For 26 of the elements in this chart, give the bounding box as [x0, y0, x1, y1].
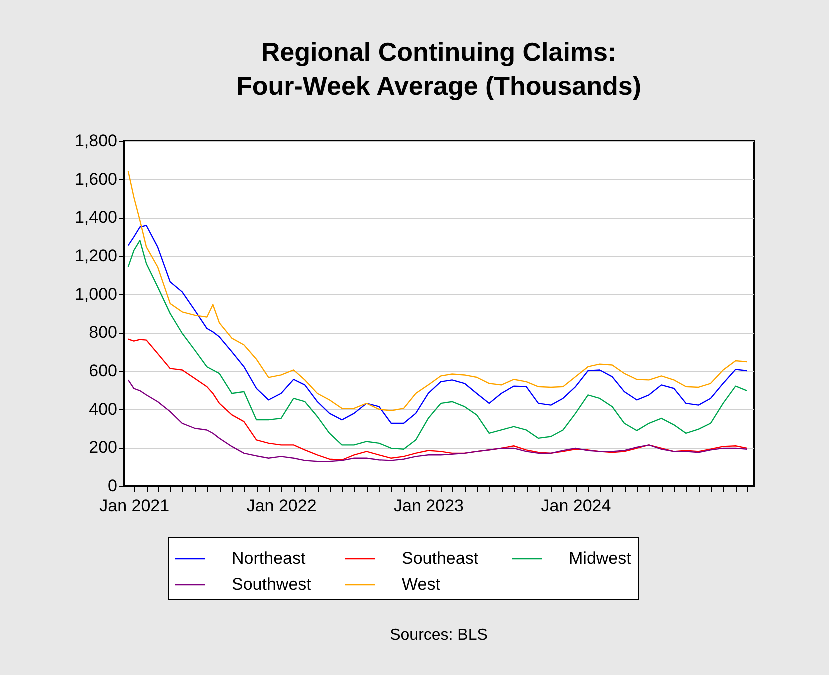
x-tick-label: Jan 2022 — [246, 496, 317, 516]
legend-label: Southwest — [232, 575, 312, 594]
legend-label: Northeast — [232, 549, 306, 568]
y-tick-label: 1,000 — [74, 284, 118, 304]
line-series — [128, 338, 748, 461]
chart-title: Regional Continuing Claims: Four-Week Average (Thousands) — [236, 37, 642, 101]
y-tick-label: 1,800 — [74, 132, 118, 150]
line-series — [128, 170, 748, 412]
line-series — [128, 240, 748, 450]
x-tick-label: Jan 2024 — [541, 496, 612, 516]
source-note: Sources: BLS — [390, 627, 488, 644]
y-tick-label: 400 — [89, 400, 118, 419]
y-tick-label: 1,400 — [74, 208, 118, 228]
legend-label: West — [402, 575, 441, 594]
legend-label: Midwest — [569, 549, 632, 568]
line-series — [128, 225, 748, 424]
y-tick-label: 200 — [89, 438, 118, 458]
y-tick-label: 1,200 — [74, 246, 118, 266]
x-tick-label: Jan 2023 — [394, 496, 464, 516]
legend-label: Southeast — [402, 549, 479, 568]
y-tick-label: 1,600 — [74, 170, 118, 189]
x-tick-label: Jan 2021 — [100, 496, 170, 516]
y-tick-label: 800 — [89, 323, 118, 342]
y-tick-label: 0 — [108, 476, 118, 496]
y-tick-label: 600 — [89, 362, 118, 380]
line-series — [128, 380, 748, 462]
